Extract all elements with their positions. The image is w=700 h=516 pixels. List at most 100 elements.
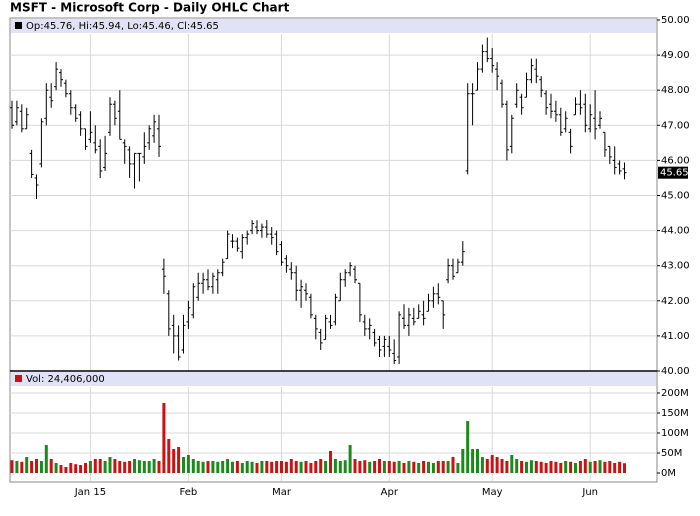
volume-bar [574, 463, 577, 473]
volume-bar [275, 461, 279, 473]
volume-bar [382, 461, 386, 473]
volume-bar [177, 447, 181, 473]
y-tick-label: 47.00 [661, 120, 690, 131]
volume-bar [461, 449, 465, 473]
volume-bar [260, 461, 264, 473]
volume-bar [196, 461, 200, 473]
x-tick-label: Apr [381, 487, 399, 498]
volume-bar [123, 461, 127, 473]
volume-bar [436, 461, 440, 473]
volume-bar [137, 460, 141, 473]
volume-bar [348, 445, 352, 473]
volume-bar [338, 461, 342, 473]
volume-bar [265, 461, 269, 473]
volume-bar [211, 461, 215, 473]
volume-bar [510, 455, 514, 473]
y-tick-label: 45.00 [661, 191, 690, 202]
x-tick-label: Feb [180, 487, 198, 498]
volume-bar [289, 459, 293, 473]
volume-bar [30, 461, 34, 473]
volume-bar [231, 461, 234, 473]
volume-bar [54, 463, 58, 473]
volume-bar [79, 465, 83, 473]
volume-bar [495, 457, 499, 473]
volume-bar [329, 451, 332, 473]
y-tick-label: 48.00 [661, 85, 690, 96]
y-tick-label: 200M [661, 388, 689, 399]
volume-bar [172, 449, 176, 473]
volume-bar [343, 460, 347, 473]
volume-legend-swatch [15, 375, 22, 382]
volume-bar [157, 461, 161, 473]
volume-bar [201, 461, 205, 473]
volume-bar [270, 461, 274, 473]
volume-bar [505, 461, 509, 473]
volume-bar [206, 461, 210, 473]
volume-bar [588, 461, 592, 473]
volume-bar [397, 461, 401, 473]
volume-bar [284, 461, 288, 473]
last-price-label: 45.65 [660, 168, 689, 179]
volume-bar [569, 461, 573, 473]
volume-bar [235, 461, 239, 473]
volume-bar [324, 461, 328, 473]
volume-bar [74, 464, 78, 473]
volume-bar [64, 467, 68, 473]
volume-bar [525, 461, 528, 473]
volume-bar [304, 461, 308, 473]
volume-bar [59, 465, 63, 473]
x-tick-label: Mar [272, 487, 292, 498]
volume-bar [280, 461, 283, 473]
volume-bar [314, 461, 318, 473]
chart-title: MSFT - Microsoft Corp - Daily OHLC Chart [10, 1, 290, 15]
y-tick-label: 0M [661, 468, 676, 479]
volume-bar [98, 459, 102, 473]
volume-bar [608, 461, 612, 473]
volume-bar [373, 461, 377, 473]
y-tick-label: 40.00 [661, 366, 690, 377]
volume-bar [147, 461, 151, 473]
volume-bar [417, 463, 421, 473]
volume-bar [613, 463, 617, 473]
volume-bar [10, 460, 14, 473]
y-tick-label: 46.00 [661, 155, 690, 166]
volume-bar [363, 460, 367, 473]
volume-bar [103, 461, 107, 473]
volume-bar [20, 461, 24, 473]
volume-bar [485, 459, 489, 473]
volume-legend-text: Vol: 24,406,000 [26, 374, 105, 385]
volume-bar [221, 461, 225, 473]
y-tick-label: 50.00 [661, 15, 690, 26]
volume-bar [603, 461, 607, 473]
volume-bar [446, 461, 450, 473]
volume-bar [93, 459, 97, 473]
volume-bar [128, 461, 132, 473]
volume-bar [392, 461, 396, 473]
volume-bar [294, 461, 298, 473]
volume-bar [69, 463, 73, 473]
legend-band [11, 19, 656, 33]
volume-bar [564, 461, 568, 473]
volume-bar [49, 459, 53, 473]
volume-bar [578, 461, 582, 473]
volume-bar [427, 461, 430, 473]
volume-bar [559, 463, 563, 473]
volume-bar [299, 461, 303, 473]
last-price-box [658, 166, 688, 179]
volume-bar [309, 463, 313, 473]
y-tick-label: 100M [661, 428, 689, 439]
volume-legend-band [11, 372, 656, 386]
volume-bar [162, 403, 166, 473]
volume-bar [118, 461, 122, 473]
volume-bar [476, 449, 479, 473]
volume-bar [333, 459, 337, 473]
volume-bar [593, 461, 597, 473]
volume-bar [451, 457, 455, 473]
volume-bar [245, 461, 249, 473]
volume-bar [387, 461, 391, 473]
volume-bar [583, 459, 587, 473]
volume-bar [378, 459, 381, 473]
volume-bar [182, 457, 185, 473]
y-tick-label: 42.00 [661, 296, 690, 307]
